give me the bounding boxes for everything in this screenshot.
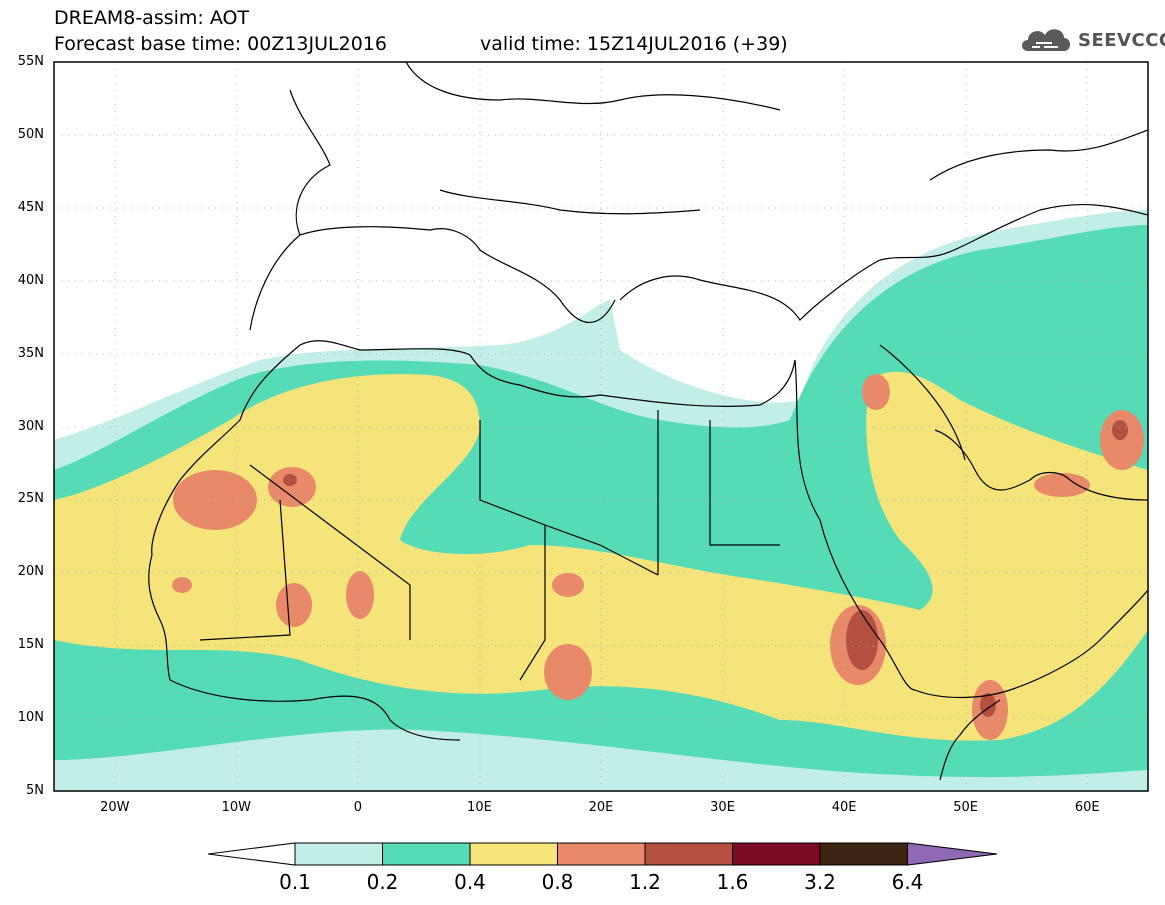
- lon-tick-label: 40E: [831, 800, 857, 815]
- colorbar-tick-label: 1.6: [716, 870, 749, 894]
- colorbar-tick-label: 3.2: [804, 870, 836, 894]
- seevccc-logo: SEEVCCC: [1018, 23, 1165, 57]
- lon-tick-label: 20E: [588, 800, 614, 815]
- lat-tick-label: 5N: [26, 783, 44, 798]
- map-frame: [53, 61, 1149, 792]
- logo-text: SEEVCCC: [1078, 30, 1165, 51]
- aot-contour-1.2: [1112, 420, 1128, 440]
- lat-tick-label: 20N: [17, 564, 44, 580]
- lat-tick-label: 30N: [17, 418, 44, 434]
- forecast-base-time: Forecast base time: 00Z13JUL2016: [54, 33, 387, 55]
- chart-title: DREAM8-assim: AOT: [54, 7, 250, 29]
- lon-tick-label: 0: [353, 800, 363, 815]
- aot-contour-1.2: [283, 474, 297, 486]
- aot-contour-0.8: [346, 571, 374, 619]
- lon-tick-label: 50E: [953, 800, 979, 815]
- aot-contour-0.8: [862, 374, 890, 410]
- lat-tick-label: 10N: [17, 710, 44, 726]
- colorbar-tick-label: 6.4: [891, 870, 924, 894]
- lon-tick-label: 20W: [100, 800, 130, 815]
- aot-contour-1.2: [846, 610, 878, 670]
- aot-contour-0.8: [1100, 410, 1144, 470]
- coastlines: [148, 62, 1148, 781]
- lat-tick-label: 25N: [17, 491, 44, 507]
- lon-tick-label: 30E: [710, 800, 735, 815]
- aot-contour-0.8: [172, 577, 192, 593]
- lat-tick-label: 55N: [17, 54, 44, 69]
- lon-tick-label: 60E: [1074, 800, 1100, 815]
- aot-contour-0.8: [268, 467, 316, 507]
- colorbar-tick-label: 0.8: [541, 870, 574, 894]
- lat-tick-label: 50N: [17, 126, 44, 142]
- aot-contour-0.8: [276, 583, 312, 627]
- valid-time: valid time: 15Z14JUL2016 (+39): [480, 33, 788, 55]
- aot-contour-0.8: [1034, 473, 1090, 497]
- lon-tick-label: 10W: [221, 800, 252, 815]
- colorbar-tick-label: 0.2: [366, 870, 399, 894]
- lat-tick-label: 40N: [17, 272, 44, 288]
- lat-tick-label: 35N: [17, 345, 44, 361]
- lat-tick-label: 15N: [17, 637, 44, 653]
- lat-tick-label: 45N: [17, 199, 44, 215]
- colorbar-tick-label: 1.2: [629, 870, 661, 894]
- aot-contour-0.8: [544, 644, 592, 700]
- colorbar-tick-label: 0.1: [279, 870, 311, 894]
- cloud-icon: [1022, 29, 1070, 51]
- lon-tick-label: 10E: [467, 800, 492, 815]
- colorbar-tick-label: 0.4: [454, 870, 486, 894]
- aot-contour-0.8: [552, 573, 584, 597]
